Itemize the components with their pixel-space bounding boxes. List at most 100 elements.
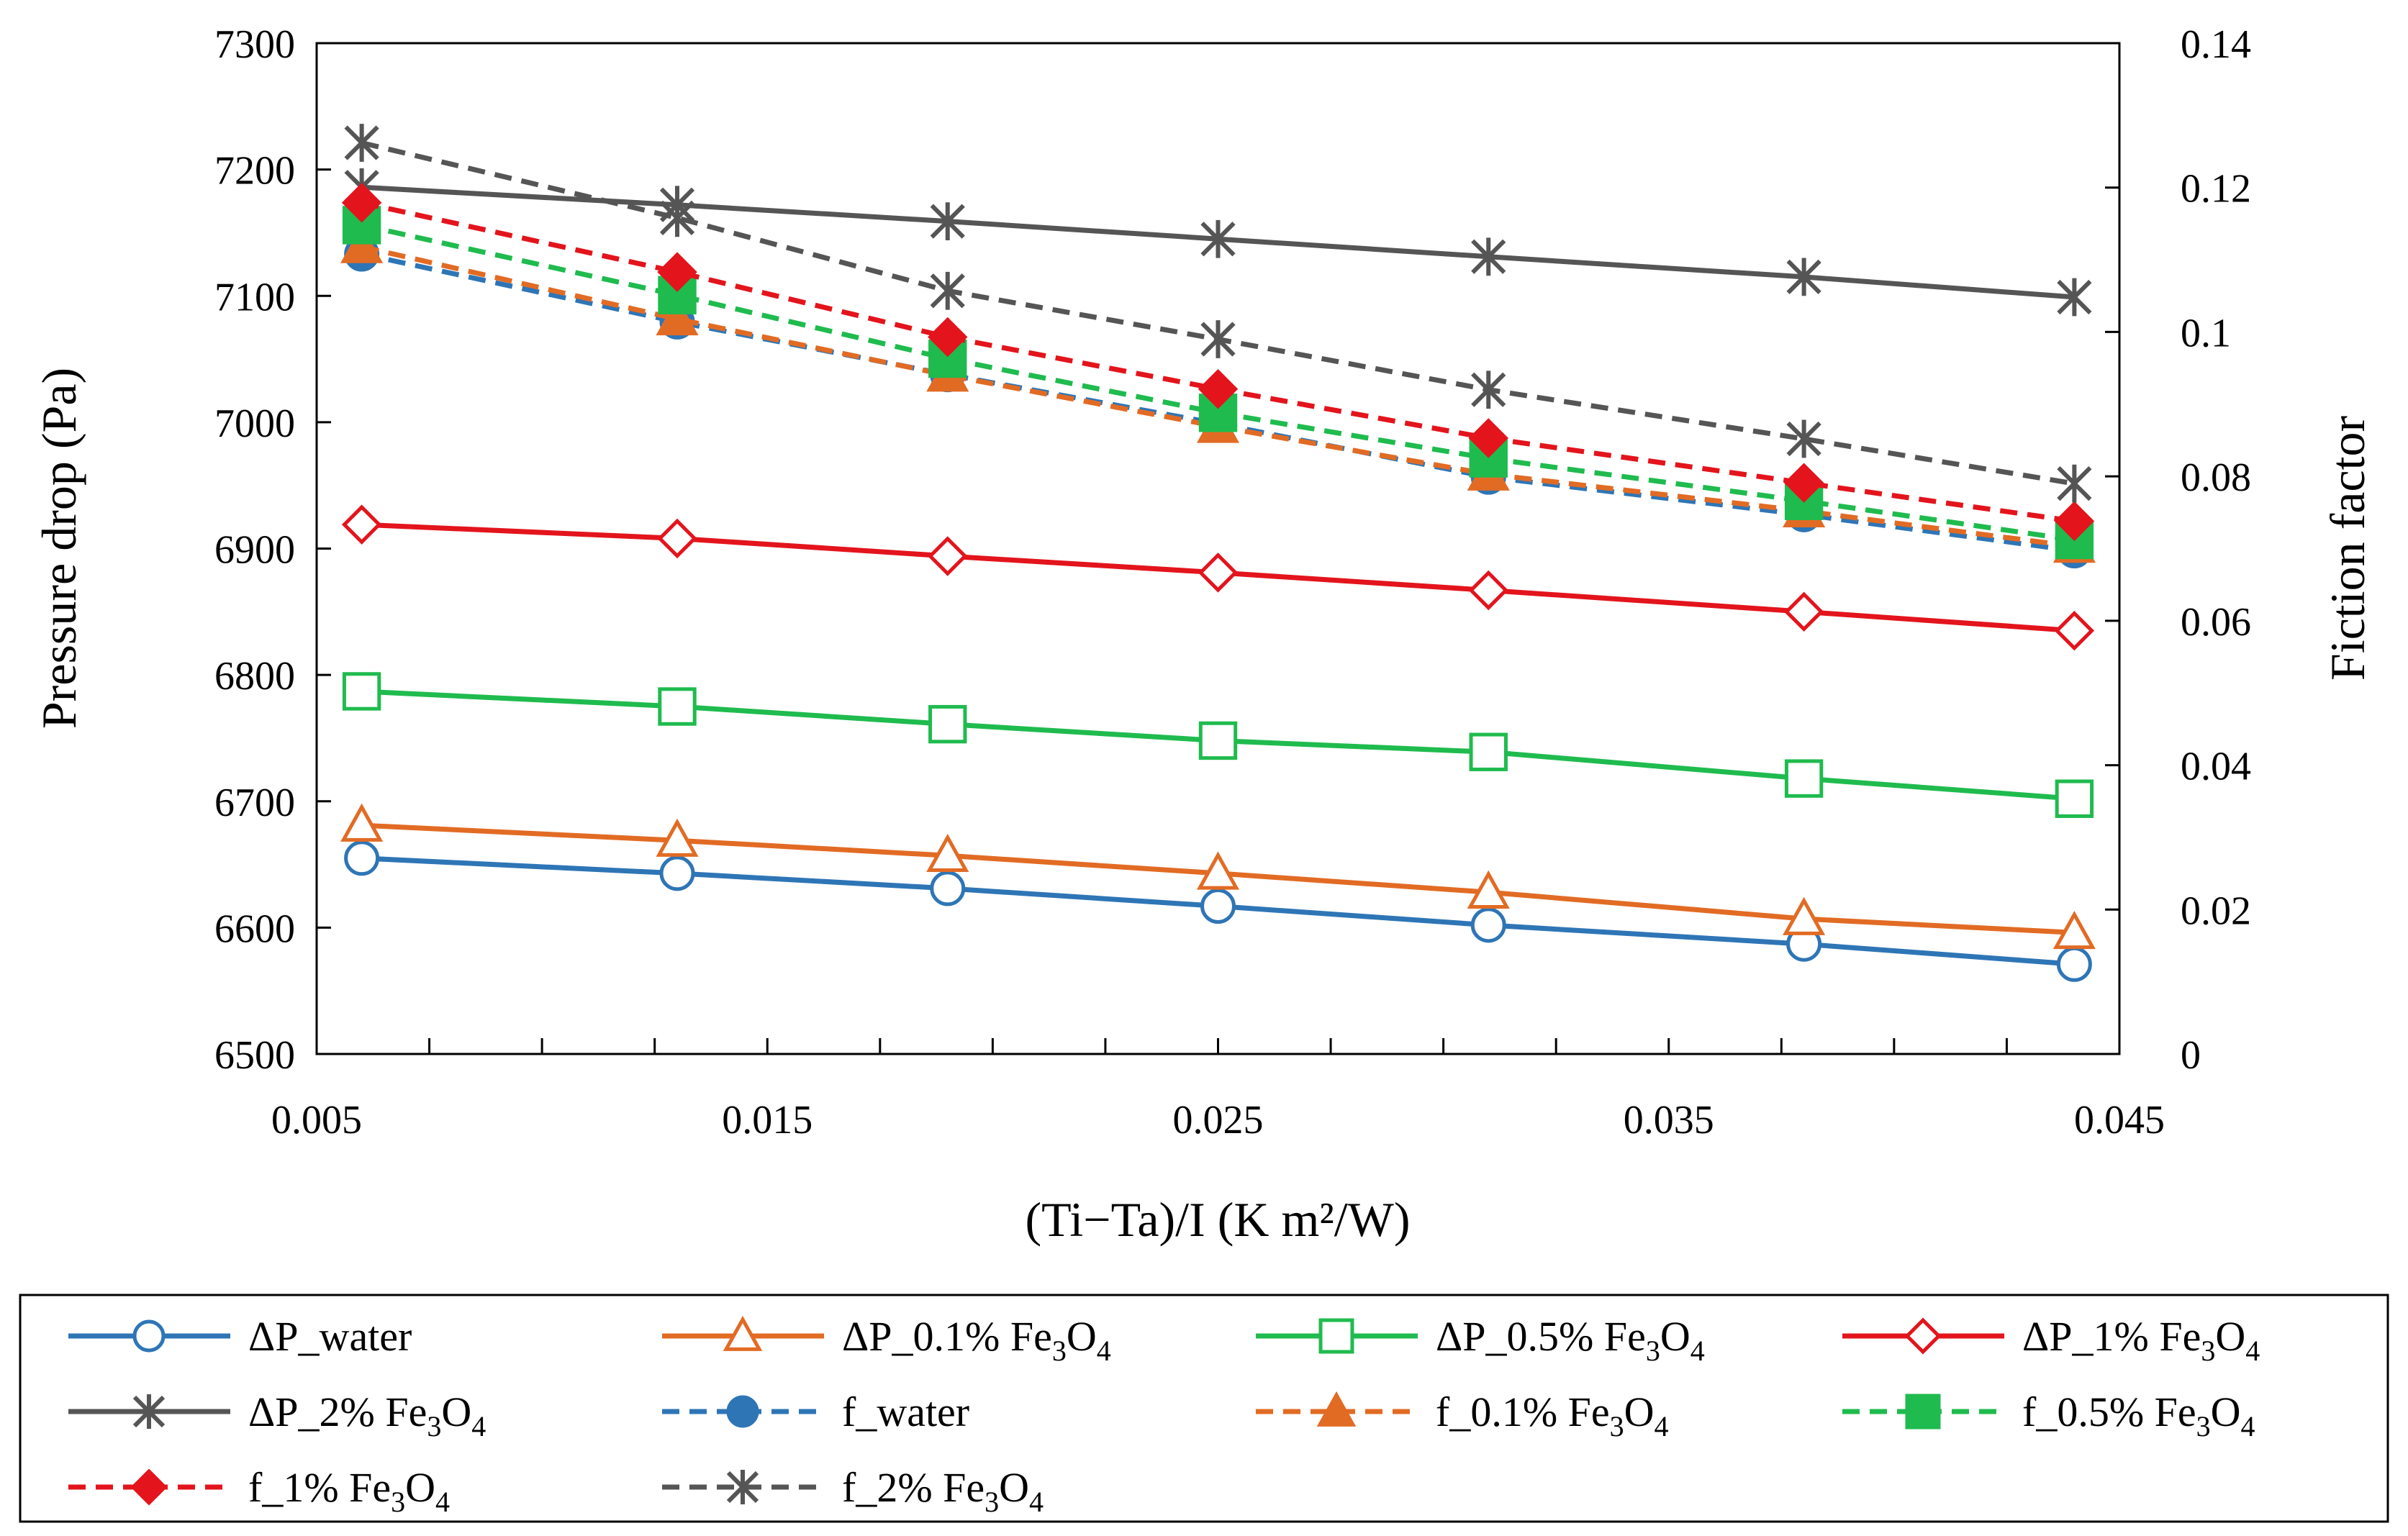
legend-box [19, 1294, 2389, 1523]
y-tick-label: 7200 [214, 149, 295, 194]
legend-label-subscript: 4 [1655, 1410, 1669, 1442]
legend-label-text: f_0.1% Fe [1436, 1389, 1610, 1435]
data-point [1471, 371, 1506, 409]
legend-label-tail: O [2211, 1389, 2241, 1435]
legend-label-subscript: 3 [985, 1486, 999, 1518]
y-axis-title: Pressure drop (Pa) [32, 368, 86, 729]
y2-tick-label: 0.08 [2181, 455, 2251, 500]
data-point [2052, 910, 2096, 950]
data-point [1196, 851, 1240, 890]
y-axis-ticks: 6500 6600 6700 6800 6900 7000 7100 7200 7300 [214, 22, 331, 1078]
y-tick-label: 7000 [214, 401, 295, 446]
y2-tick-label: 0.14 [2181, 22, 2251, 67]
data-point [1786, 419, 1821, 458]
legend-item: ΔP_water [68, 1313, 412, 1360]
legend-label-text: ΔP_0.1% Fe [842, 1313, 1052, 1360]
legend-label-subscript: 3 [1646, 1335, 1660, 1367]
legend-label-subscript: 4 [1690, 1335, 1705, 1367]
data-point [2055, 779, 2094, 818]
data-point [2054, 501, 2095, 542]
y-tick-label: 6900 [214, 528, 295, 573]
y-tick-label: 6600 [214, 906, 295, 951]
data-point [659, 855, 695, 891]
x-tick-label: 0.035 [1624, 1098, 1714, 1142]
legend-label-subscript: 3 [391, 1486, 405, 1518]
legend-item: f_0.1% Fe3O4 [1256, 1389, 1669, 1442]
series-8 [341, 183, 2095, 542]
legend-label-subscript: 4 [2241, 1410, 2255, 1442]
y2-tick-label: 0.02 [2181, 889, 2251, 933]
legend-label-tail: O [1660, 1313, 1690, 1360]
legend-label: ΔP_0.5% Fe3O4 [1436, 1313, 1705, 1367]
y-tick-label: 7100 [214, 275, 295, 319]
y2-tick-label: 0.1 [2181, 311, 2231, 355]
y2-axis-title: Fiction factor [2320, 416, 2375, 681]
series-4 [344, 168, 2092, 317]
legend-label-text: ΔP_1% Fe [2022, 1313, 2201, 1360]
y2-tick-label: 0.04 [2181, 745, 2251, 789]
data-point [2057, 464, 2092, 503]
data-point [1200, 320, 1236, 358]
x-tick-label: 0.015 [722, 1098, 813, 1142]
legend-label-text: ΔP_2% Fe [248, 1389, 427, 1435]
data-point [340, 803, 384, 842]
y-tick-label: 6700 [214, 781, 295, 825]
legend-label-tail: O [2215, 1313, 2245, 1360]
legend-label: ΔP_0.1% Fe3O4 [842, 1313, 1111, 1367]
legend-swatch-marker [132, 1319, 166, 1353]
legend-swatch-marker [1904, 1317, 1942, 1355]
legend-label-text: ΔP_water [248, 1313, 412, 1360]
legend-item: ΔP_2% Fe3O4 [68, 1389, 486, 1442]
data-point [930, 202, 965, 241]
x-tick-label: 0.005 [271, 1098, 362, 1142]
legend-label: f_water [842, 1389, 969, 1435]
series-1 [340, 803, 2096, 950]
data-point [1198, 553, 1239, 593]
data-point [1470, 907, 1506, 943]
legend-label-tail: O [1067, 1313, 1097, 1360]
legend-item: ΔP_0.5% Fe3O4 [1256, 1313, 1705, 1367]
data-point [344, 840, 380, 876]
legend-label-subscript: 3 [2201, 1335, 2215, 1367]
legend-item: f_1% Fe3O4 [68, 1464, 450, 1518]
data-point [928, 536, 968, 576]
data-point [342, 672, 381, 711]
y-tick-label: 6500 [214, 1033, 295, 1078]
data-point [1200, 889, 1236, 924]
data-point [344, 124, 379, 162]
data-point [2057, 278, 2092, 317]
legend-label-subscript: 3 [1052, 1335, 1067, 1367]
data-point [656, 296, 699, 336]
data-point [2054, 610, 2095, 651]
legend-label-subscript: 3 [427, 1410, 441, 1442]
data-point [341, 504, 382, 545]
y2-axis-ticks: 0 0.02 0.04 0.06 0.08 0.1 0.12 0.14 [2105, 22, 2251, 1078]
legend-label-subscript: 4 [1029, 1486, 1044, 1518]
legend-item: f_water [662, 1389, 969, 1435]
legend-label: f_0.1% Fe3O4 [1436, 1389, 1669, 1442]
legend-swatch-marker [723, 1315, 763, 1351]
legend-swatch-marker [132, 1394, 166, 1429]
y2-tick-label: 0.12 [2181, 167, 2251, 212]
legend-swatch-marker [1318, 1318, 1354, 1354]
data-point [1200, 219, 1236, 258]
legend-label: ΔP_water [248, 1313, 412, 1360]
legend-swatch-marker [726, 1470, 759, 1504]
data-point [1198, 368, 1239, 409]
legend-item: ΔP_0.1% Fe3O4 [662, 1313, 1111, 1367]
legend-label-subscript: 3 [2196, 1410, 2211, 1442]
legend-label-text: f_water [842, 1389, 969, 1435]
data-point [1468, 570, 1508, 611]
legend-label: f_0.5% Fe3O4 [2022, 1389, 2255, 1442]
data-point [928, 317, 968, 358]
legend-swatch-marker [1905, 1394, 1941, 1430]
data-point [2056, 946, 2092, 982]
data-point [1783, 591, 1824, 632]
y2-tick-label: 0.06 [2181, 600, 2251, 645]
legend-label-text: f_2% Fe [842, 1464, 985, 1511]
series-9 [344, 124, 2092, 503]
legend-label-subscript: 4 [471, 1410, 486, 1442]
data-point [341, 183, 382, 223]
legend-label: f_2% Fe3O4 [842, 1464, 1044, 1518]
data-point [1784, 759, 1824, 798]
